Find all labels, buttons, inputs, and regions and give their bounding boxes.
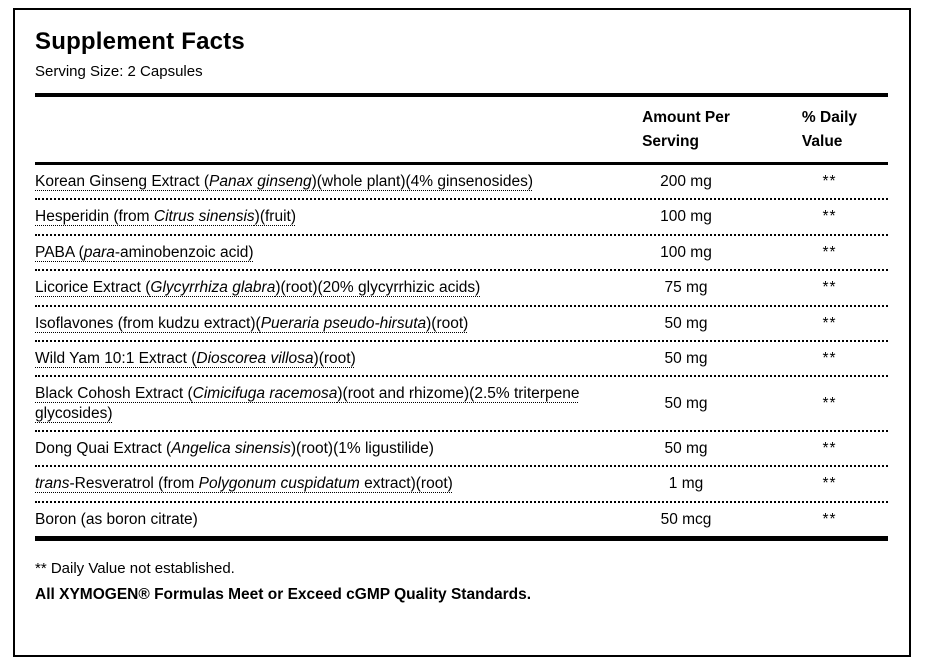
ingredient-daily-value: ** bbox=[822, 279, 837, 297]
ingredient-daily-value: ** bbox=[822, 173, 837, 191]
table-row: Isoflavones (from kudzu extract)(Puerari… bbox=[35, 307, 888, 342]
footnotes: ** Daily Value not established. All XYMO… bbox=[35, 560, 888, 604]
header-dv-line2: Value bbox=[801, 133, 843, 151]
ingredient-name-cell: Korean Ginseng Extract (Panax ginseng)(w… bbox=[35, 172, 601, 191]
ingredient-name-cell: trans-Resveratrol (from Polygonum cuspid… bbox=[35, 474, 601, 493]
ingredient-name[interactable]: Korean Ginseng Extract (Panax ginseng)(w… bbox=[35, 173, 534, 191]
header-amount-line2: Serving bbox=[642, 133, 699, 151]
ingredient-daily-value: ** bbox=[822, 475, 837, 493]
ingredient-amount: 75 mg bbox=[664, 279, 708, 297]
ingredient-name[interactable]: Wild Yam 10:1 Extract (Dioscorea villosa… bbox=[35, 349, 356, 367]
ingredient-amount: 50 mg bbox=[664, 349, 708, 367]
ingredient-amount: 200 mg bbox=[660, 173, 712, 191]
panel-title: Supplement Facts bbox=[35, 28, 245, 55]
ingredient-name[interactable]: Isoflavones (from kudzu extract)(Puerari… bbox=[35, 314, 469, 332]
ingredient-amount: 100 mg bbox=[660, 243, 712, 261]
ingredient-name-cell: Hesperidin (from Citrus sinensis)(fruit) bbox=[35, 207, 601, 226]
ingredient-daily-value: ** bbox=[822, 440, 837, 458]
table-row: trans-Resveratrol (from Polygonum cuspid… bbox=[35, 467, 888, 503]
ingredient-daily-value: ** bbox=[822, 243, 837, 261]
ingredient-name[interactable]: trans-Resveratrol (from Polygonum cuspid… bbox=[35, 475, 453, 493]
ingredient-name-cell: Dong Quai Extract (Angelica sinensis)(ro… bbox=[35, 439, 601, 458]
ingredient-name[interactable]: Licorice Extract (Glycyrrhiza glabra)(ro… bbox=[35, 279, 481, 297]
ingredient-name[interactable]: PABA (para-aminobenzoic acid) bbox=[35, 243, 254, 261]
quality-statement: All XYMOGEN® Formulas Meet or Exceed cGM… bbox=[35, 586, 532, 604]
ingredient-amount: 50 mcg bbox=[660, 510, 712, 528]
table-rows: Korean Ginseng Extract (Panax ginseng)(w… bbox=[35, 165, 888, 536]
ingredient-name-cell: Boron (as boron citrate) bbox=[35, 510, 601, 529]
ingredient-name-cell: PABA (para-aminobenzoic acid) bbox=[35, 243, 601, 262]
table-header-row: Amount Per Serving % Daily Value bbox=[35, 97, 888, 166]
ingredient-daily-value: ** bbox=[822, 349, 837, 367]
header-amount-line1: Amount Per bbox=[642, 109, 730, 126]
ingredient-daily-value: ** bbox=[822, 510, 837, 528]
ingredient-name-cell: Isoflavones (from kudzu extract)(Puerari… bbox=[35, 314, 601, 333]
ingredient-name-cell: Wild Yam 10:1 Extract (Dioscorea villosa… bbox=[35, 349, 601, 368]
ingredient-amount: 50 mg bbox=[664, 440, 708, 458]
table-row: Hesperidin (from Citrus sinensis)(fruit)… bbox=[35, 200, 888, 236]
ingredient-name: Dong Quai Extract (Angelica sinensis)(ro… bbox=[35, 440, 434, 458]
header-dv-line1: % Daily bbox=[801, 109, 858, 126]
ingredient-daily-value: ** bbox=[822, 394, 837, 412]
daily-value-footnote: ** Daily Value not established. bbox=[35, 560, 235, 578]
header-amount-per-serving: Amount Per Serving bbox=[601, 106, 771, 154]
ingredient-amount: 50 mg bbox=[664, 314, 708, 332]
ingredient-name[interactable]: Hesperidin (from Citrus sinensis)(fruit) bbox=[35, 208, 296, 226]
table-row: PABA (para-aminobenzoic acid) 100 mg ** bbox=[35, 236, 888, 272]
header-percent-daily-value: % Daily Value bbox=[771, 106, 888, 154]
ingredient-name-cell: Black Cohosh Extract (Cimicifuga racemos… bbox=[35, 384, 601, 423]
ingredient-name[interactable]: Black Cohosh Extract (Cimicifuga racemos… bbox=[35, 385, 580, 422]
ingredient-amount: 50 mg bbox=[664, 394, 708, 412]
supplement-facts-panel: Supplement Facts Serving Size: 2 Capsule… bbox=[13, 8, 911, 657]
ingredient-name-cell: Licorice Extract (Glycyrrhiza glabra)(ro… bbox=[35, 278, 601, 297]
serving-size: Serving Size: 2 Capsules bbox=[35, 63, 203, 80]
ingredient-name: Boron (as boron citrate) bbox=[35, 510, 198, 528]
table-row: Boron (as boron citrate) 50 mcg ** bbox=[35, 503, 888, 536]
facts-table: Amount Per Serving % Daily Value Korean … bbox=[35, 93, 888, 542]
ingredient-daily-value: ** bbox=[822, 314, 837, 332]
ingredient-daily-value: ** bbox=[822, 208, 837, 226]
ingredient-amount: 100 mg bbox=[660, 208, 712, 226]
table-row: Licorice Extract (Glycyrrhiza glabra)(ro… bbox=[35, 271, 888, 307]
ingredient-amount: 1 mg bbox=[668, 475, 704, 493]
table-row: Dong Quai Extract (Angelica sinensis)(ro… bbox=[35, 432, 888, 468]
table-row: Black Cohosh Extract (Cimicifuga racemos… bbox=[35, 377, 888, 433]
table-row: Korean Ginseng Extract (Panax ginseng)(w… bbox=[35, 165, 888, 201]
table-row: Wild Yam 10:1 Extract (Dioscorea villosa… bbox=[35, 342, 888, 378]
